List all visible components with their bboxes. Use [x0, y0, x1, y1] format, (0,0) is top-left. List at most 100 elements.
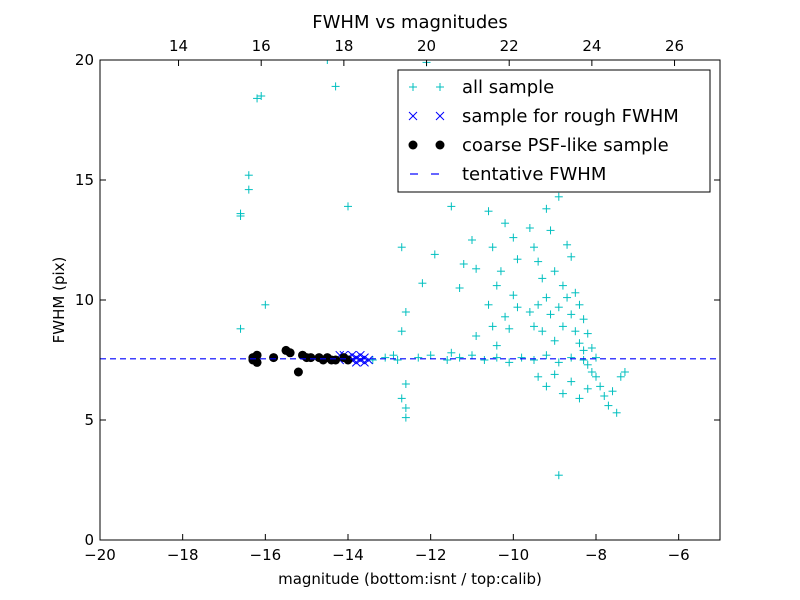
- series-plus: [236, 60, 629, 480]
- point-plus-33: [513, 255, 522, 264]
- point-plus-65: [550, 336, 559, 345]
- point-plus-76: [596, 382, 605, 391]
- legend-marker-a-1: [408, 111, 418, 121]
- legend-label-3: tentative FWHM: [462, 164, 606, 185]
- legend-label-0: all sample: [462, 77, 554, 98]
- point-plus-59: [525, 308, 534, 316]
- point-plus-14: [401, 380, 410, 388]
- point-plus-87: [567, 377, 576, 386]
- point-plus-61: [534, 300, 543, 309]
- point-plus-89: [583, 384, 592, 393]
- x-tick-label-4: −12: [415, 546, 447, 564]
- legend-marker-b-1: [435, 111, 445, 121]
- point-plus-99: [480, 356, 489, 364]
- x-tick-label-0: −20: [84, 546, 116, 564]
- x-tick-label-5: −10: [498, 546, 530, 564]
- point-plus-60: [530, 322, 538, 331]
- point-plus-53: [571, 288, 580, 297]
- point-plus-35: [484, 300, 493, 309]
- point-circle-2: [252, 350, 262, 360]
- point-plus-72: [579, 346, 588, 355]
- series-circle: [248, 345, 353, 377]
- x-axis-label: magnitude (bottom:isnt / top:calib): [278, 570, 542, 588]
- point-plus-2: [244, 171, 253, 180]
- point-plus-10: [344, 202, 352, 211]
- point-x-9-d2: [360, 358, 369, 367]
- point-plus-85: [550, 370, 559, 379]
- point-plus-27: [484, 207, 493, 216]
- point-plus-45: [538, 274, 547, 283]
- top-tick-label-0: 14: [169, 37, 188, 55]
- point-circle-3: [252, 357, 262, 367]
- point-plus-95: [426, 351, 435, 360]
- legend-marker-b-1-d2: [435, 111, 445, 121]
- point-plus-58: [592, 353, 600, 362]
- point-x-7-d2: [356, 350, 365, 360]
- point-plus-50: [558, 281, 567, 290]
- legend-marker-b-0: [436, 83, 444, 91]
- point-circle-15: [331, 355, 341, 365]
- top-tick-label-4: 22: [500, 37, 519, 55]
- x-tick-label-6: −8: [585, 546, 607, 564]
- x-tick-label-3: −14: [332, 546, 364, 564]
- point-circle-6: [285, 348, 295, 358]
- point-plus-86: [558, 389, 567, 398]
- point-plus-103: [530, 356, 538, 364]
- y-tick-label-2: 10: [75, 291, 94, 309]
- point-plus-66: [554, 303, 563, 312]
- point-plus-51: [563, 240, 572, 249]
- point-plus-31: [501, 219, 510, 228]
- chart-title: FWHM vs magnitudes: [312, 12, 507, 33]
- point-plus-5: [236, 212, 245, 220]
- point-plus-1: [257, 92, 266, 100]
- point-plus-0: [253, 94, 262, 103]
- point-plus-43: [530, 243, 538, 252]
- point-plus-7: [236, 324, 245, 333]
- point-x-7: [356, 350, 365, 360]
- point-x-5: [351, 353, 361, 362]
- point-x-10-d2: [364, 355, 374, 365]
- point-plus-63: [542, 293, 551, 302]
- point-plus-54: [575, 300, 584, 309]
- point-plus-111: [393, 356, 402, 364]
- point-plus-32: [509, 233, 518, 242]
- point-plus-105: [554, 358, 563, 367]
- point-plus-30: [496, 267, 505, 276]
- point-plus-40: [509, 291, 518, 300]
- point-plus-55: [579, 315, 588, 324]
- point-plus-77: [600, 392, 609, 400]
- point-plus-6: [261, 300, 270, 309]
- top-tick-label-1: 16: [252, 37, 271, 55]
- point-plus-24: [447, 348, 456, 357]
- point-plus-107: [579, 356, 588, 364]
- point-plus-12: [401, 308, 410, 316]
- point-plus-29: [492, 281, 501, 290]
- x-tick-label-2: −16: [250, 546, 282, 564]
- top-tick-label-3: 20: [417, 37, 436, 55]
- legend-label-2: coarse PSF-like sample: [462, 135, 669, 156]
- point-plus-98: [468, 351, 476, 360]
- point-plus-79: [608, 387, 617, 396]
- legend-marker-a-2: [408, 140, 418, 150]
- point-plus-38: [501, 312, 510, 321]
- legend-marker-b-2: [435, 140, 445, 150]
- point-plus-42: [525, 224, 534, 232]
- top-tick-label-2: 18: [334, 37, 353, 55]
- point-plus-96: [443, 356, 452, 364]
- point-plus-16: [401, 404, 410, 412]
- point-plus-34: [472, 332, 481, 340]
- legend-marker-a-0: [409, 83, 417, 91]
- legend: all sample sample for rough FWHM coarse PS…: [397, 69, 711, 193]
- y-tick-label-1: 5: [84, 411, 94, 429]
- point-plus-70: [571, 327, 580, 336]
- data-points: [236, 60, 629, 480]
- point-plus-57: [587, 344, 596, 352]
- point-plus-21: [447, 202, 456, 211]
- point-plus-68: [563, 293, 572, 302]
- point-plus-39: [505, 324, 514, 333]
- point-plus-78: [604, 401, 613, 410]
- point-plus-20: [430, 250, 439, 259]
- point-plus-108: [368, 356, 377, 364]
- point-plus-22: [455, 284, 464, 292]
